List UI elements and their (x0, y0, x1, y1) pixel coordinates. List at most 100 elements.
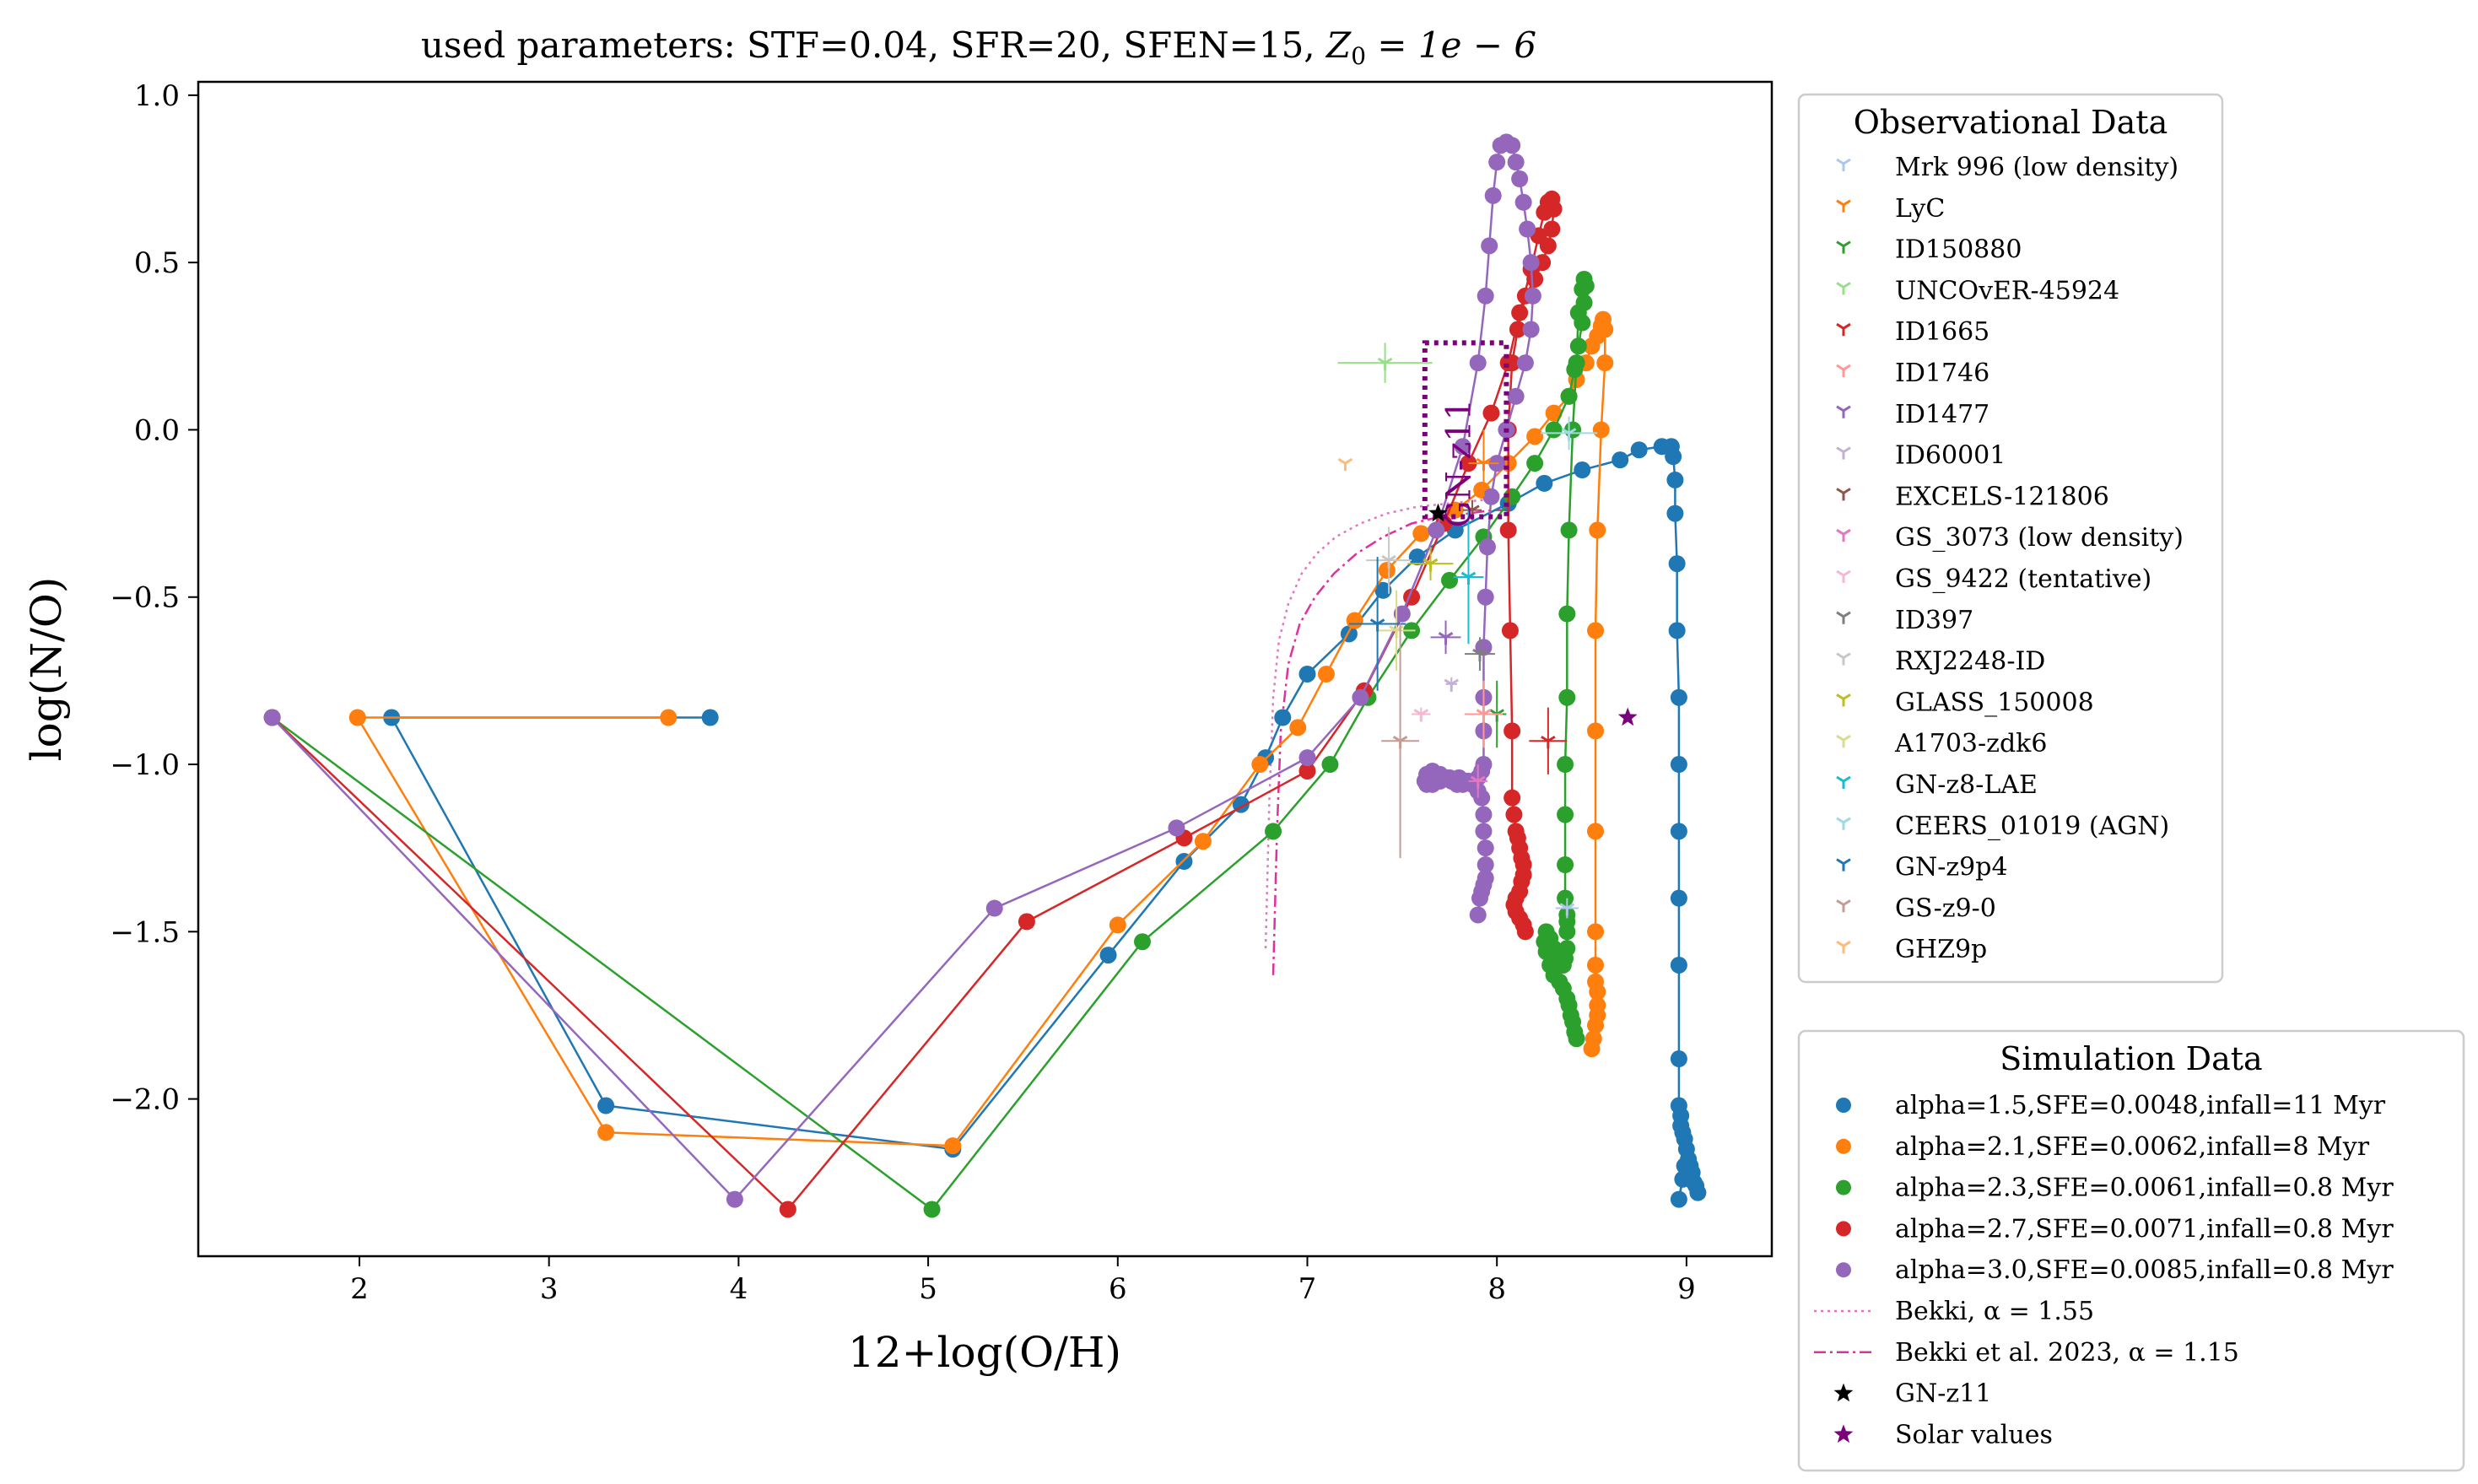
legend-marker (1836, 652, 1851, 666)
observational-legend-entry: A1703-zdk6 (1836, 729, 2047, 758)
legend-marker (1836, 282, 1851, 295)
simulation-point (1687, 1177, 1705, 1195)
simulation-line (355, 319, 1606, 1147)
simulation-point (1557, 806, 1574, 823)
simulation-point (1516, 923, 1534, 941)
legend-marker (1836, 693, 1851, 707)
simulation-point (1018, 913, 1035, 931)
solar-star (1617, 707, 1638, 726)
observational-legend-entry: LyC (1836, 194, 1945, 224)
simulation-point (1477, 839, 1494, 857)
observation-marker (1476, 457, 1492, 472)
simulation-line (271, 140, 1535, 1201)
y-axis-label: log(N/O) (22, 577, 71, 762)
simulation-point (1507, 387, 1525, 405)
simulation-point (1668, 555, 1686, 573)
legend-label: alpha=1.5,SFE=0.0048,infall=11 Myr (1895, 1091, 2386, 1120)
legend-label: UNCOvER-45924 (1895, 276, 2119, 305)
observation-point (1444, 677, 1460, 692)
legend-label: GN-z11 (1895, 1379, 1991, 1409)
observational-legend-entry: ID1746 (1836, 359, 1989, 388)
simulation-point (1587, 923, 1605, 941)
legend-label: GS_9422 (tentative) (1895, 564, 2151, 594)
legend-label: ID1746 (1895, 359, 1989, 388)
simulation-point (1670, 1050, 1687, 1068)
simulation-point (1665, 448, 1682, 466)
observation-marker (1381, 554, 1396, 569)
legend-label: ID397 (1895, 606, 1973, 635)
simulation-series-3 (263, 270, 1595, 1218)
simulation-point (1298, 749, 1316, 767)
simulation-legend-entry: Solar values (1833, 1420, 2053, 1449)
simulation-point (1574, 461, 1591, 479)
observation-marker (1413, 709, 1429, 722)
y-tick-label: −1.0 (110, 748, 180, 782)
observation-marker (1472, 648, 1487, 662)
plot-frame (197, 80, 1773, 1258)
simulation-point (1488, 154, 1506, 171)
simulation-point (944, 1137, 962, 1155)
observation-marker (1444, 678, 1460, 692)
simulation-point (1587, 722, 1605, 740)
simulation-point (1526, 270, 1544, 288)
simulation-legend-entry: alpha=3.0,SFE=0.0085,infall=0.8 Myr (1836, 1255, 2394, 1285)
simulation-point (985, 899, 1003, 917)
observational-legend-entry: GS-z9-0 (1836, 893, 1996, 923)
observation-point (1412, 707, 1431, 722)
observational-legend-entry: GS_9422 (tentative) (1836, 564, 2151, 594)
simulation-point (1587, 956, 1605, 974)
observational-legend-entry: Mrk 996 (low density) (1836, 153, 2178, 182)
legend-marker (1836, 1138, 1851, 1154)
simulation-point (1501, 622, 1519, 639)
legend-label: A1703-zdk6 (1894, 729, 2047, 758)
legend-marker (1836, 775, 1851, 789)
observational-legend-entry: ID1665 (1836, 317, 1989, 347)
x-tick-label: 2 (350, 1272, 369, 1306)
simulation-point (1514, 193, 1532, 211)
bekki-1.15-curve (1271, 509, 1507, 975)
observation-marker (1541, 735, 1556, 749)
simulation-point (1568, 1030, 1585, 1048)
simulation-point (1568, 354, 1585, 372)
simulation-point (1289, 719, 1307, 737)
observation-point (1381, 623, 1420, 859)
observational-legend-entry: ID150880 (1836, 235, 2022, 265)
simulation-point (1499, 521, 1517, 539)
simulation-point (1393, 605, 1411, 623)
simulation-point (597, 1124, 615, 1141)
legend-label: GLASS_150008 (1895, 688, 2094, 717)
simulation-point (348, 709, 366, 726)
legend-label: Bekki, α = 1.55 (1895, 1297, 2094, 1326)
simulation-point (1298, 665, 1316, 683)
simulation-point (1666, 471, 1684, 488)
axis-ticks: 2 3 4 5 6 7 8 9 −2.0 −1.5 −1.0 −0.5 0.0 0.5 1.0 (110, 79, 1695, 1306)
legend-label: RXJ2248-ID (1895, 647, 2045, 677)
simulation-point (1557, 756, 1574, 774)
legend-marker (1836, 858, 1851, 872)
observation-marker (1470, 775, 1486, 789)
simulation-legend: Simulation Data alpha=1.5,SFE=0.0048,inf… (1797, 1029, 2465, 1472)
simulation-legend-title: Simulation Data (2000, 1040, 2262, 1077)
simulation-point (1587, 1017, 1605, 1034)
observation-marker (1392, 735, 1408, 749)
observational-legend-entry: GN-z9p4 (1836, 853, 2008, 882)
legend-marker (1836, 734, 1851, 748)
observation-marker (1377, 357, 1393, 371)
legend-marker (1836, 940, 1851, 954)
observation-point (1464, 637, 1495, 671)
simulation-point (263, 709, 281, 726)
observation-point (1468, 429, 1499, 497)
simulation-line (390, 445, 1699, 1200)
simulation-point (1557, 856, 1574, 873)
simulation-point (1596, 354, 1614, 372)
x-tick-label: 5 (919, 1272, 937, 1306)
observational-legend-entry: CEERS_01019 (AGN) (1836, 812, 2169, 841)
simulation-point (1589, 521, 1606, 539)
simulation-point (1408, 548, 1426, 566)
legend-marker (1836, 899, 1851, 913)
observation-point (1377, 590, 1416, 671)
simulation-point (1168, 819, 1185, 837)
x-axis-label: 12+log(O/H) (848, 1328, 1121, 1377)
observational-legend-entry: EXCELS-121806 (1836, 482, 2109, 511)
observation-point (1337, 343, 1433, 383)
